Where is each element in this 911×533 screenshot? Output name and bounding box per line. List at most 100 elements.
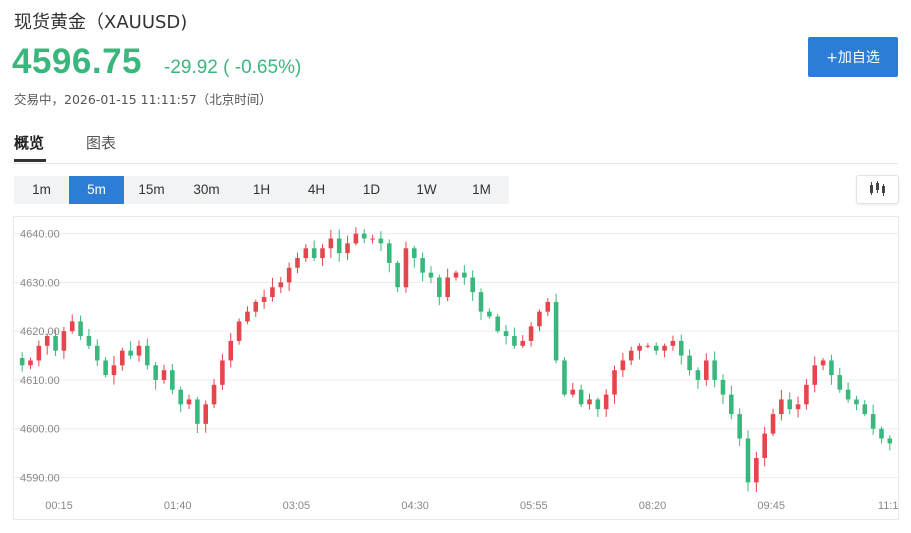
period-1h[interactable]: 1H [252,182,271,197]
candle-body [762,433,767,458]
current-price: 4596.75 [12,42,143,81]
period-1mo[interactable]: 1M [472,182,491,197]
candle-body [86,336,92,346]
candle-body [111,365,117,376]
candle-body [712,360,717,380]
candle-body [295,258,300,268]
candle-body [795,404,801,410]
candle-body [545,301,551,312]
add-watchlist-button[interactable]: +加自选 [808,37,898,77]
x-tick-label: 11:1 [878,500,898,512]
candle-body [403,248,409,288]
candle-body [378,238,384,244]
candle-body [570,389,576,395]
period-1m[interactable]: 1m [32,182,51,197]
candle-body [395,262,400,288]
candle-body [587,399,592,405]
candle-body [829,360,834,376]
candle-body [370,238,375,240]
candle-body [537,311,542,327]
price-change: -29.92 ( -0.65%) [164,57,302,78]
candle-body [737,414,742,439]
candle-body [411,248,417,259]
candle-body [787,399,793,410]
instrument-title: 现货黄金（XAUUSD) [14,12,188,33]
candle-body [178,389,183,405]
candle-body [603,394,609,410]
candle-body [528,326,534,341]
candle-body [203,404,209,424]
candle-body [578,389,584,405]
chart-type-button[interactable] [856,175,899,204]
period-30m[interactable]: 30m [193,182,220,197]
candle-body [128,350,133,356]
tab-bar: 概览 图表 [14,130,898,164]
period-1d[interactable]: 1D [362,182,381,197]
candle-body [637,345,642,351]
candle-body [720,379,726,395]
candle-body [820,360,826,366]
y-tick-label: 4600.00 [20,424,60,436]
tab-overview[interactable]: 概览 [14,134,45,152]
period-15m[interactable]: 15m [138,182,165,197]
candle-body [153,365,158,380]
period-4h[interactable]: 4H [307,182,326,197]
candle-body [353,233,359,244]
candle-body [495,316,501,332]
y-tick-label: 4630.00 [20,277,60,289]
candle-body [612,370,617,395]
candle-body [195,399,200,424]
candle-body [228,340,234,361]
x-tick-label: 00:15 [45,500,73,512]
candle-body [103,360,108,376]
y-tick-label: 4610.00 [20,375,60,387]
candle-body [320,248,325,259]
candle-body [595,399,601,410]
x-tick-label: 03:05 [283,500,311,512]
x-tick-label: 04:30 [401,500,429,512]
candle-body [220,360,225,385]
candle-body [94,345,100,361]
period-selector: 1m 5m 15m 30m 1H 4H 1D 1W 1M [14,176,509,204]
candle-body [678,340,684,356]
candle-body [61,331,67,351]
candle-body [236,321,242,341]
candle-body [303,248,309,259]
candle-body [253,301,259,312]
candle-body [78,321,83,337]
candle-body [553,301,559,361]
candle-body [336,238,342,254]
candle-body [729,394,734,415]
period-5m[interactable]: 5m [69,176,124,204]
candle-body [270,287,275,298]
candle-body [754,457,759,483]
candle-body [512,336,517,346]
candle-body [386,243,392,263]
candle-body [687,355,692,371]
candle-body [478,292,484,312]
candle-body [278,282,284,288]
candle-body [119,350,125,366]
candle-body [812,365,818,385]
candle-body [286,267,292,283]
tab-chart[interactable]: 图表 [86,134,117,152]
candle-body [854,399,859,405]
candle-body [211,384,217,405]
candle-body [862,404,868,415]
active-tab-indicator [14,159,46,162]
y-tick-label: 4640.00 [20,229,60,241]
candle-body [653,345,659,351]
price-chart[interactable]: 4590.00 4600.00 4610.00 4620.00 4630.00 4640.… [13,216,899,520]
candle-body [520,340,526,346]
y-tick-label: 4620.00 [20,326,60,338]
candle-body [487,311,492,317]
period-1w[interactable]: 1W [416,182,437,197]
candle-body [745,438,751,483]
candle-body [53,336,58,351]
candle-body [345,243,350,254]
candle-body [170,370,175,390]
candle-body [470,277,475,293]
candle-body [445,277,450,298]
candle-body [437,277,442,298]
candle-body [562,360,567,395]
